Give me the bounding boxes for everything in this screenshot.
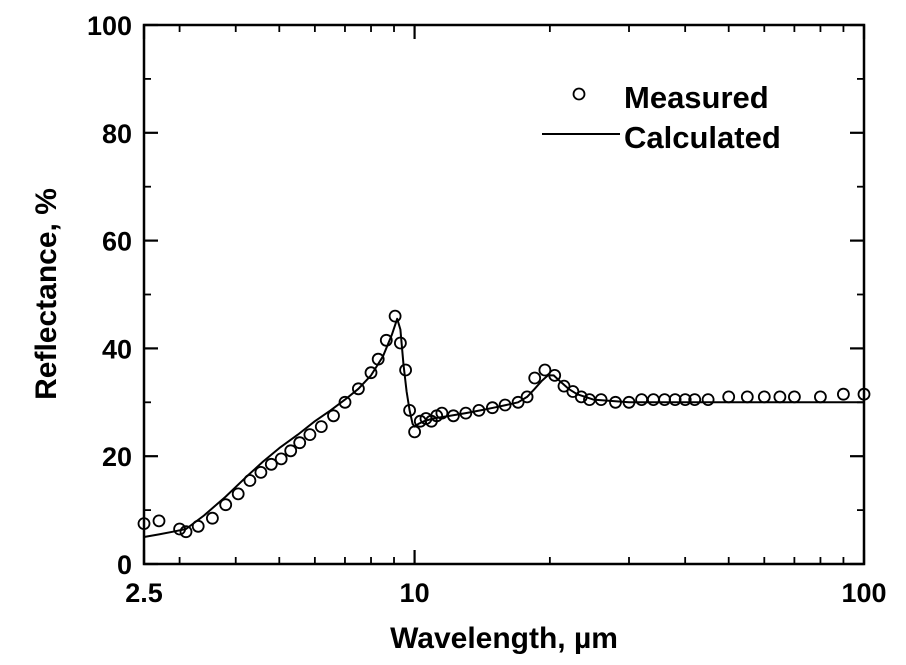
data-point-measured — [173, 522, 187, 536]
data-point-measured — [231, 487, 245, 501]
data-point-measured — [622, 395, 636, 409]
data-point-measured — [338, 395, 352, 409]
data-point-measured — [408, 425, 422, 439]
data-point-measured — [609, 395, 622, 409]
data-point-measured — [528, 371, 542, 385]
y-tick-label: 100 — [87, 11, 132, 41]
data-point-measured — [459, 406, 473, 420]
data-point-measured — [647, 393, 660, 407]
data-point-measured — [379, 333, 393, 347]
series-line-calculated — [143, 317, 864, 538]
data-point-measured — [393, 336, 407, 350]
x-tick-label: 2.5 — [125, 578, 163, 608]
data-point-measured — [435, 406, 449, 420]
data-point-measured — [303, 428, 317, 442]
data-point-measured — [264, 457, 278, 471]
data-point-measured — [511, 395, 525, 409]
data-point-measured — [757, 390, 771, 404]
x-tick-label: 10 — [400, 578, 430, 608]
data-point-measured — [293, 436, 307, 450]
data-point-measured — [688, 393, 702, 407]
data-point-measured — [403, 403, 417, 417]
data-point-measured — [740, 390, 754, 404]
data-point-measured — [814, 390, 827, 404]
data-point-measured — [635, 393, 648, 407]
legend-marker-measured — [572, 87, 586, 101]
data-point-measured — [284, 444, 298, 458]
data-point-measured — [327, 409, 340, 423]
data-point-measured — [472, 403, 486, 417]
y-tick-label: 80 — [102, 119, 132, 149]
data-point-measured — [773, 390, 787, 404]
data-point-measured — [520, 390, 534, 404]
data-point-measured — [658, 393, 671, 407]
data-point-measured — [594, 393, 608, 407]
data-point-measured — [485, 401, 499, 415]
data-point-measured — [574, 390, 588, 404]
y-tick-label: 60 — [102, 227, 132, 257]
data-point-measured — [388, 309, 402, 323]
data-point-measured — [371, 352, 385, 366]
y-axis-title: Reflectance, % — [30, 188, 63, 400]
data-point-measured — [254, 465, 268, 479]
data-point-measured — [446, 409, 460, 423]
data-point-measured — [548, 368, 562, 382]
data-point-measured — [788, 390, 801, 404]
data-point-measured — [314, 420, 328, 434]
data-point-measured — [722, 390, 736, 404]
x-axis-title: Wavelength, µm — [390, 622, 618, 655]
data-point-measured — [179, 525, 193, 539]
data-point-measured — [243, 474, 257, 487]
legend-label-measured: Measured — [624, 80, 769, 115]
data-point-measured — [191, 519, 205, 533]
data-point-measured — [274, 452, 288, 466]
legend: Measured Calculated — [542, 80, 781, 155]
data-point-measured — [837, 387, 850, 401]
data-point-measured — [205, 511, 219, 525]
data-point-measured — [152, 514, 166, 528]
y-tick-label: 0 — [117, 550, 132, 580]
y-tick-label: 20 — [102, 442, 132, 472]
data-point-measured — [351, 382, 365, 396]
data-point-measured — [399, 363, 413, 377]
data-point-measured — [498, 398, 512, 412]
y-tick-label: 40 — [102, 334, 132, 364]
data-point-measured — [701, 393, 715, 407]
data-point-measured — [678, 393, 692, 407]
data-point-measured — [219, 498, 233, 512]
x-tick-label: 100 — [841, 578, 886, 608]
legend-label-calculated: Calculated — [624, 120, 781, 155]
data-point-measured — [538, 363, 552, 377]
data-point-measured — [364, 366, 378, 380]
